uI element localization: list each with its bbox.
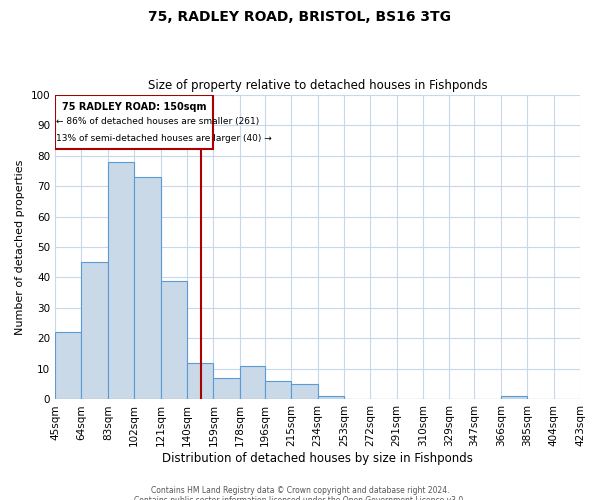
Bar: [187, 363, 214, 400]
Text: 75, RADLEY ROAD, BRISTOL, BS16 3TG: 75, RADLEY ROAD, BRISTOL, BS16 3TG: [149, 10, 452, 24]
Bar: [161, 280, 187, 400]
Bar: [291, 384, 317, 400]
Bar: [214, 378, 240, 400]
Y-axis label: Number of detached properties: Number of detached properties: [15, 160, 25, 334]
Text: 13% of semi-detached houses are larger (40) →: 13% of semi-detached houses are larger (…: [56, 134, 272, 143]
X-axis label: Distribution of detached houses by size in Fishponds: Distribution of detached houses by size …: [162, 452, 473, 465]
Bar: [501, 396, 527, 400]
Bar: [134, 177, 161, 400]
Text: 75 RADLEY ROAD: 150sqm: 75 RADLEY ROAD: 150sqm: [62, 102, 206, 112]
Title: Size of property relative to detached houses in Fishponds: Size of property relative to detached ho…: [148, 79, 487, 92]
Bar: [55, 332, 82, 400]
FancyBboxPatch shape: [55, 94, 214, 150]
Bar: [240, 366, 265, 400]
Text: ← 86% of detached houses are smaller (261): ← 86% of detached houses are smaller (26…: [56, 118, 260, 126]
Bar: [317, 396, 344, 400]
Text: Contains HM Land Registry data © Crown copyright and database right 2024.: Contains HM Land Registry data © Crown c…: [151, 486, 449, 495]
Bar: [82, 262, 108, 400]
Bar: [108, 162, 134, 400]
Text: Contains public sector information licensed under the Open Government Licence v3: Contains public sector information licen…: [134, 496, 466, 500]
Bar: [265, 381, 291, 400]
